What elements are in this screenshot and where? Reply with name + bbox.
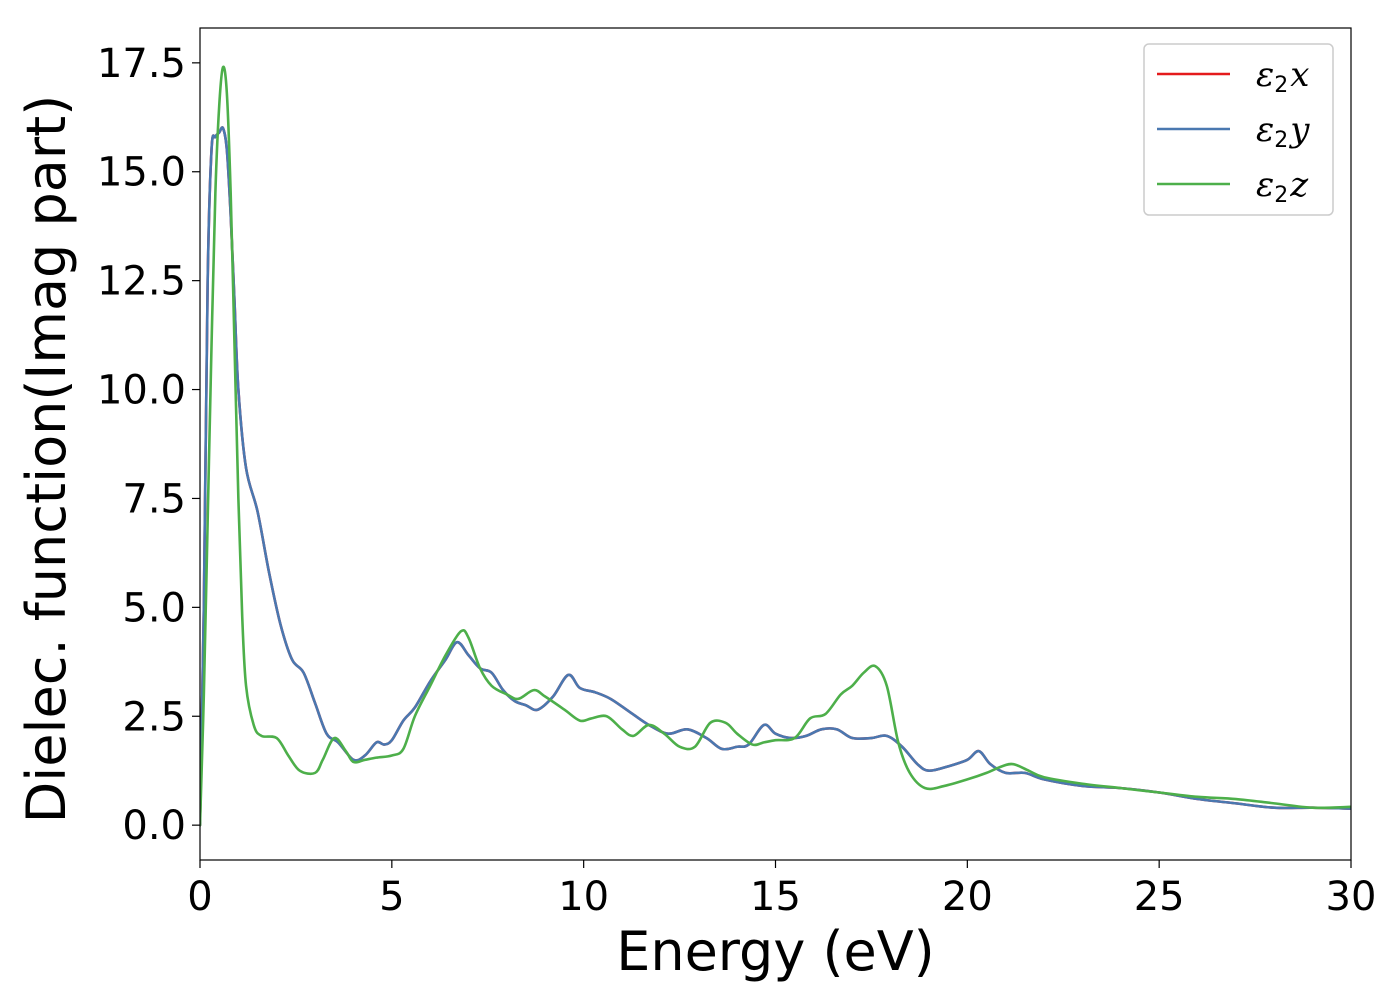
x-tick-label: 5 <box>379 874 404 920</box>
x-tick-label: 25 <box>1134 874 1185 920</box>
y-tick-label: 2.5 <box>122 694 186 740</box>
series-line-y <box>200 126 1351 827</box>
x-tick-label: 0 <box>187 874 212 920</box>
y-tick-label: 12.5 <box>97 259 186 305</box>
y-tick-label: 15.0 <box>97 150 186 196</box>
series-line-z <box>200 65 1351 827</box>
x-tick-label: 30 <box>1326 874 1377 920</box>
legend: ε2x ε2y ε2z <box>1143 43 1334 216</box>
x-axis-ticks: 0 5 10 15 20 25 30 <box>187 860 1376 920</box>
series-lines <box>200 65 1351 827</box>
y-tick-label: 7.5 <box>122 476 186 522</box>
x-tick-label: 15 <box>750 874 801 920</box>
legend-label-x: ε2x <box>1256 55 1309 98</box>
y-tick-label: 0.0 <box>122 803 186 849</box>
x-tick-label: 10 <box>558 874 609 920</box>
legend-label-y: ε2y <box>1256 110 1310 153</box>
y-tick-label: 10.0 <box>97 368 186 414</box>
y-axis-ticks: 0.0 2.5 5.0 7.5 10.0 12.5 15.0 17.5 <box>97 41 200 849</box>
y-axis-label: Dielec. function(Imag part) <box>15 95 78 824</box>
plot-area <box>200 65 1351 827</box>
legend-box <box>1143 43 1334 216</box>
x-tick-label: 20 <box>942 874 993 920</box>
y-tick-label: 5.0 <box>122 585 186 631</box>
legend-label-z: ε2z <box>1256 165 1309 208</box>
x-axis-label: Energy (eV) <box>616 920 935 983</box>
y-tick-label: 17.5 <box>97 41 186 87</box>
